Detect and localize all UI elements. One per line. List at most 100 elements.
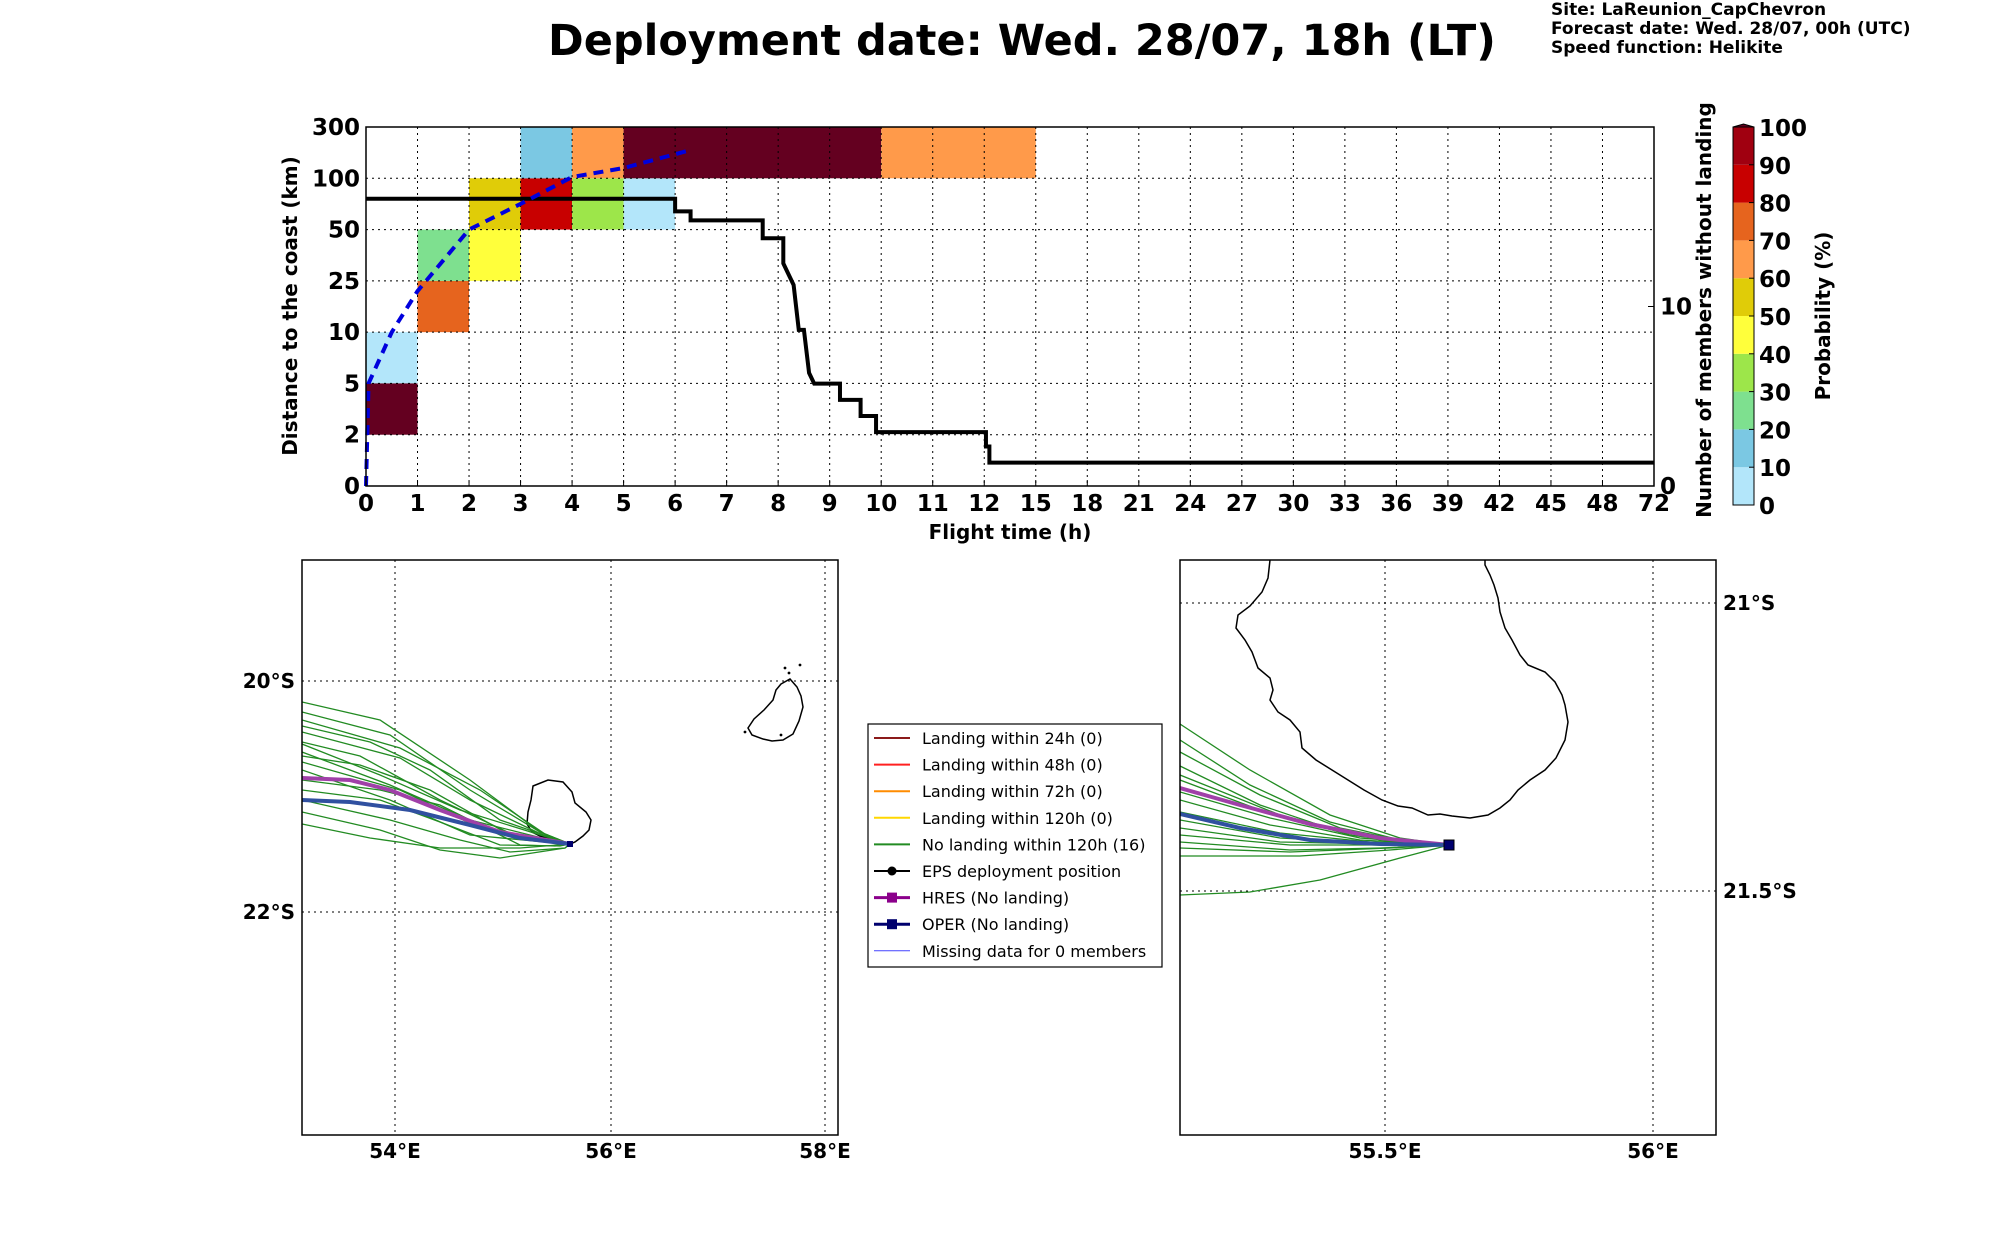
y-tick-label: 25 [328,269,360,295]
hres-track [302,776,571,846]
y-tick-label: 100 [312,166,360,192]
forecast-date-label: Forecast date: Wed. 28/07, 00h (UTC) [1551,19,1911,39]
heatmap-cell [366,332,418,384]
x-tick-label: 11 [917,491,949,517]
x-tick-label: 2 [461,491,477,517]
y2-tick-label: 10 [1660,295,1692,321]
heatmap-cell [366,383,418,435]
legend-label: Landing within 48h (0) [922,756,1103,775]
colorbar-tick-label: 10 [1759,456,1791,482]
hres-track [1180,786,1450,847]
ensemble-track [302,789,571,847]
x-tick-label: 48 [1586,491,1618,517]
colorbar-tick-label: 80 [1759,192,1791,218]
legend-item: Missing data for 0 members [874,942,1146,961]
x-tick-label: 3 [513,491,529,517]
colorbar-segment [1733,467,1754,505]
x-tick-label: 7 [719,491,735,517]
deployment-marker [567,841,573,847]
x-tick-label: 12 [968,491,1000,517]
x-tick-label: 1 [410,491,426,517]
colorbar-tick-label: 30 [1759,381,1791,407]
colorbar-segment [1733,278,1754,316]
map-lon-label: 56°E [585,1139,637,1163]
ensemble-track [1180,739,1450,846]
islet-dot [743,730,747,734]
heatmap-cell [520,178,573,230]
ensemble-track [302,725,571,845]
islet-dot [787,671,791,675]
x-tick-label: 33 [1329,491,1361,517]
reunion-coastline-zoom [1235,560,1569,819]
islet-dot [798,663,802,667]
legend-item: Landing within 24h (0) [874,729,1103,748]
map-lon-label: 58°E [799,1139,851,1163]
colorbar: 0 10 20 30 40 50 60 70 80 90 100 Probability (%) [1732,116,1835,520]
map-lat-label: 21.5°S [1723,879,1797,903]
map-lat-label: 21°S [1723,591,1775,615]
x-tick-label: 24 [1174,491,1206,517]
y2-axis-label: Number of members without landing [1692,102,1716,518]
heatmap-chart: 0 1 2 3 4 5 6 7 8 9 10 11 12 15 18 21 24 27 30 33 36 39 42 45 48… [278,102,1716,544]
heatmap-cell [417,280,470,333]
y-tick-label: 300 [312,115,360,141]
legend-label: EPS deployment position [922,862,1121,881]
legend-label: Landing within 120h (0) [922,809,1113,828]
x-tick-label: 8 [770,491,786,517]
x-tick-label: 18 [1071,491,1103,517]
y-tick-label: 10 [328,320,360,346]
heatmap-cell [469,178,521,230]
colorbar-tick-label: 100 [1759,116,1807,142]
colorbar-segment [1733,240,1754,279]
deployment-marker [1443,839,1455,851]
x-tick-label: 42 [1483,491,1515,517]
ensemble-track [302,719,571,845]
x-tick-label: 21 [1123,491,1155,517]
heatmap-cell [572,178,624,230]
heatmap-cell [469,229,521,281]
reunion-coastline [526,779,592,846]
overview-map: 54°E 56°E 58°E 20°S 22°S [243,559,851,1163]
legend-label: No landing within 120h (16) [922,835,1145,854]
mean-distance-curve [364,148,692,487]
x-tick-label: 45 [1535,491,1567,517]
colorbar-segment [1733,316,1754,354]
legend-swatch-marker [887,866,897,876]
colorbar-label: Probability (%) [1811,232,1835,401]
colorbar-segment [1733,429,1754,468]
y-tick-label: 2 [344,423,360,449]
legend-item: Landing within 48h (0) [874,756,1103,775]
x-tick-label: 36 [1380,491,1412,517]
x-tick-label: 30 [1277,491,1309,517]
colorbar-tick-label: 0 [1759,494,1775,520]
legend-item: OPER (No landing) [874,915,1069,934]
ensemble-track [1180,779,1450,846]
y-tick-label: 0 [344,474,360,500]
legend-box [867,723,1163,968]
ensemble-track [302,811,571,859]
legend-item: Landing within 120h (0) [874,809,1113,828]
x-tick-label: 15 [1020,491,1052,517]
page-title: Deployment date: Wed. 28/07, 18h (LT) [548,16,1496,66]
legend-label: HRES (No landing) [922,889,1069,908]
site-label: Site: LaReunion_CapChevron [1551,0,1827,20]
x-axis-label: Flight time (h) [929,520,1092,544]
legend-item: No landing within 120h (16) [874,835,1145,854]
ensemble-track [1180,844,1450,896]
y2-tick-label: 0 [1660,474,1676,500]
colorbar-segment [1733,127,1754,165]
legend-swatch-marker [887,892,897,903]
islet-dot [783,666,787,670]
heatmap-cell [881,127,1036,179]
legend-item: HRES (No landing) [874,889,1069,908]
x-tick-label: 72 [1638,491,1670,517]
heatmap-cell [623,127,882,179]
x-tick-label: 39 [1432,491,1464,517]
colorbar-segment [1733,391,1754,430]
map-lon-label: 54°E [369,1139,421,1163]
x-tick-label: 27 [1226,491,1258,517]
colorbar-tick-label: 70 [1759,229,1791,255]
x-tick-label: 4 [564,491,580,517]
colorbar-tick-label: 90 [1759,154,1791,180]
